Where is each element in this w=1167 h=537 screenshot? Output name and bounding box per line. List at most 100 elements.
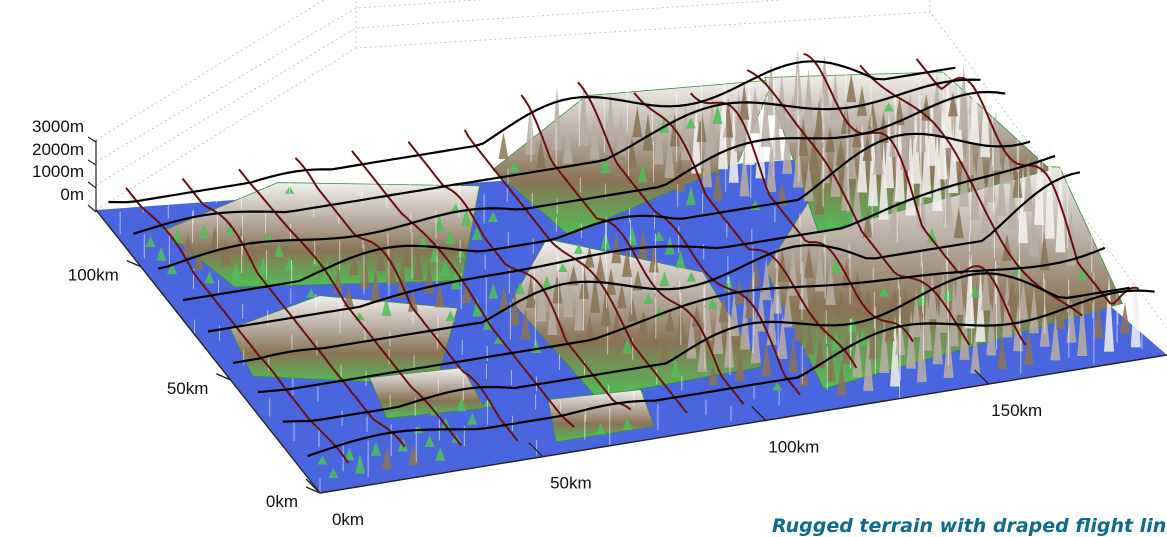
terrain-peak <box>799 365 810 387</box>
terrain-peak <box>808 131 819 170</box>
terrain-peak <box>1033 141 1044 226</box>
terrain-peak <box>525 103 536 155</box>
terrain-peak <box>616 283 627 309</box>
terrain-peak <box>306 288 317 298</box>
terrain-peak <box>167 262 178 275</box>
terrain-peak <box>777 313 788 359</box>
terrain-peak <box>846 73 857 103</box>
terrain-peak <box>156 246 167 261</box>
terrain-peak <box>685 117 696 129</box>
terrain-peak <box>884 312 895 342</box>
terrain-peak <box>578 82 589 146</box>
terrain-peak <box>589 113 600 160</box>
terrain-peak <box>986 301 997 356</box>
terrain-peak <box>970 330 981 374</box>
terrain-peak <box>558 323 569 349</box>
terrain-peak <box>434 283 445 308</box>
x-tick-mark <box>974 369 990 385</box>
flight-line-x <box>157 90 1006 270</box>
terrain-peak <box>573 243 584 255</box>
terrain-peak <box>756 286 767 332</box>
terrain-peak <box>467 412 478 425</box>
terrain-peak <box>938 264 949 333</box>
terrain-peak <box>435 446 446 461</box>
terrain-peak <box>536 139 547 169</box>
terrain-peak <box>997 335 1008 370</box>
x-tick-mark <box>305 478 321 494</box>
terrain-peak <box>954 259 965 315</box>
terrain-peak <box>515 281 526 295</box>
y-tick-label: 0km <box>266 492 298 511</box>
terrain-peak <box>1039 231 1050 271</box>
terrain-peak <box>691 102 702 174</box>
terrain-peak <box>809 287 820 323</box>
y-axis <box>95 209 321 494</box>
flight-line-x <box>307 289 1155 458</box>
terrain-peak <box>772 382 783 391</box>
terrain-peak <box>1018 279 1029 320</box>
terrain-peak <box>862 210 873 238</box>
x-tick-mark <box>528 442 544 458</box>
terrain-peak <box>910 105 921 184</box>
terrain-peak <box>851 172 862 225</box>
terrain-peak <box>980 75 991 158</box>
terrain-peak <box>1119 302 1130 334</box>
terrain-peak <box>541 275 552 290</box>
terrain-peak <box>461 282 472 303</box>
terrain-peak <box>1050 314 1061 361</box>
terrain-peak <box>343 286 354 307</box>
terrain-peak <box>627 226 638 246</box>
chart-caption: Rugged terrain with draped flight line <box>772 515 1167 537</box>
terrain-peak <box>626 136 637 169</box>
terrain-peak <box>708 365 719 386</box>
terrain-peak <box>632 269 643 291</box>
terrain-peak <box>879 286 890 297</box>
terrain-peak <box>970 285 981 297</box>
terrain-peak <box>258 257 269 275</box>
terrain-peak <box>761 339 772 377</box>
terrain-peak <box>900 286 911 324</box>
x-tick-label: 100km <box>768 437 819 456</box>
flight-line-x <box>232 171 1081 364</box>
terrain-peak <box>867 100 878 130</box>
terrain-peak <box>814 243 825 292</box>
terrain-peak <box>622 338 633 354</box>
terrain-peak <box>493 335 504 344</box>
terrain-peak <box>654 230 665 241</box>
terrain-peak <box>284 256 295 271</box>
terrain-peak <box>370 268 381 303</box>
y-tick-label: 100km <box>68 266 119 285</box>
x-tick-label: 150km <box>991 401 1042 420</box>
terrain-peak <box>975 268 986 342</box>
terrain-peak <box>461 208 472 227</box>
terrain-peak <box>883 110 894 189</box>
terrain-peak <box>434 215 445 231</box>
terrain-peak <box>600 286 611 327</box>
terrain-peak <box>225 222 236 235</box>
terrain-peak <box>638 227 649 259</box>
terrain-peak <box>1001 144 1012 185</box>
terrain-peak <box>402 245 413 267</box>
terrain-peak <box>868 327 879 360</box>
terrain-peak <box>670 359 681 377</box>
terrain-peak <box>740 290 751 350</box>
terrain-peak <box>355 453 366 474</box>
terrain-peak <box>579 266 590 300</box>
terrain-peak <box>574 282 585 331</box>
terrain-peak <box>815 337 826 369</box>
terrain-peak <box>766 296 777 346</box>
terrain-peak <box>665 309 676 332</box>
terrain-peak <box>611 231 622 264</box>
terrain-peak <box>927 269 938 320</box>
terrain-peak <box>562 122 573 164</box>
terrain-peak <box>857 122 868 193</box>
terrain-peak <box>536 274 547 322</box>
terrain-peak <box>220 238 231 266</box>
terrain-peak <box>825 213 836 229</box>
terrain-peak <box>375 247 386 271</box>
terrain-peak <box>1130 269 1141 348</box>
terrain-peak <box>863 332 874 391</box>
terrain-peak <box>739 146 750 197</box>
z-tick-label: 3000m <box>32 117 84 136</box>
